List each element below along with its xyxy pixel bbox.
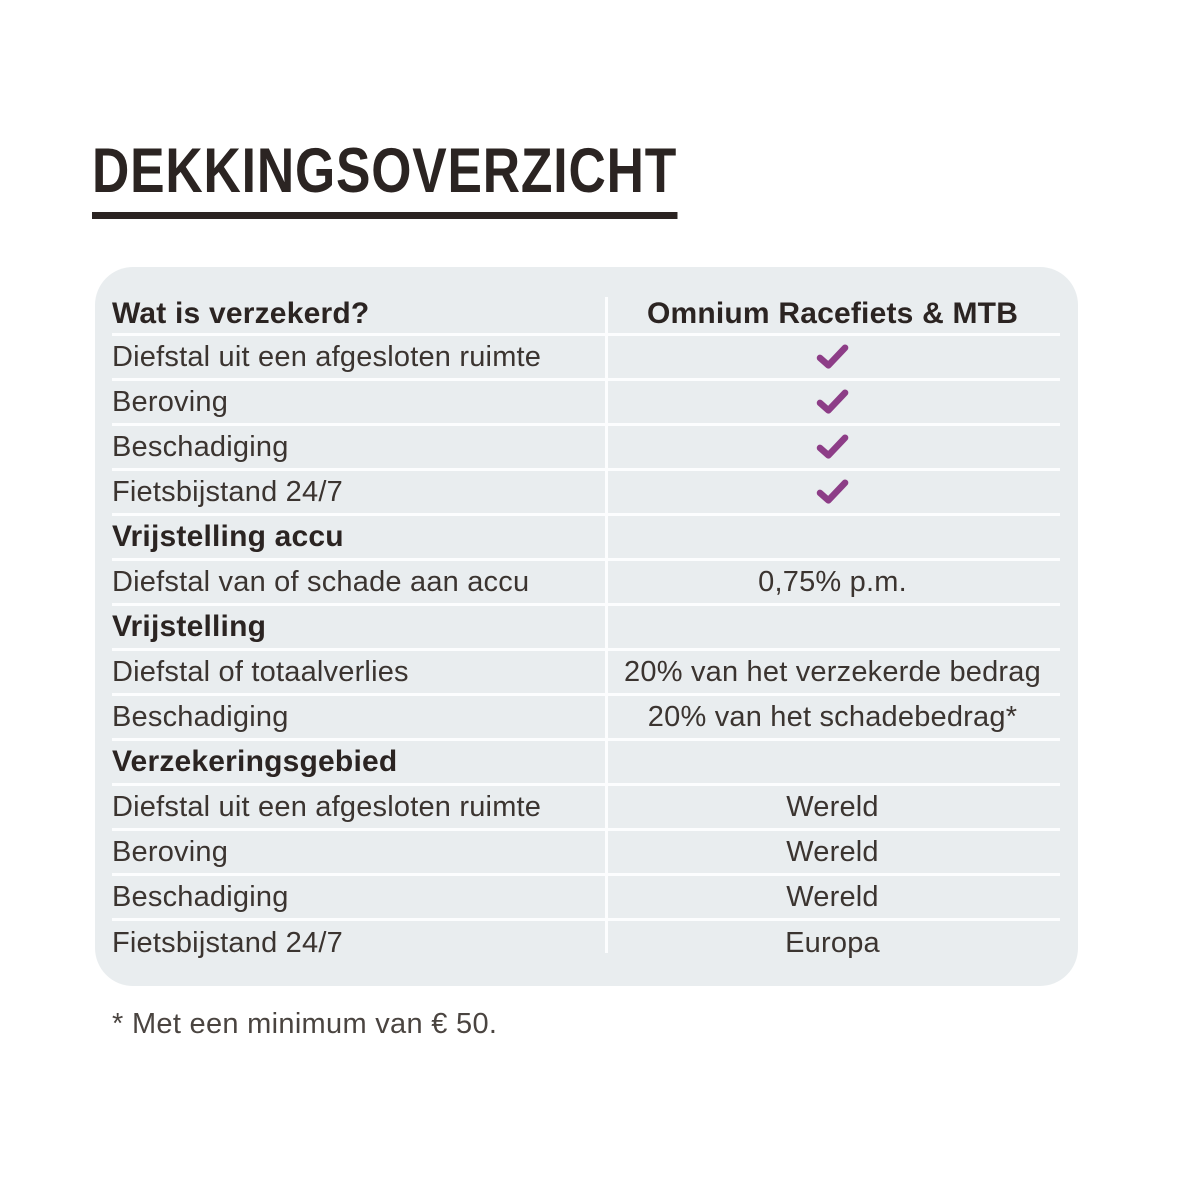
- page-title: DEKKINGSOVERZICHT: [92, 140, 678, 219]
- section-header-label: Vrijstelling accu: [112, 520, 344, 553]
- section-header-row: Vrijstelling accu: [112, 516, 1060, 561]
- row-label: Beschadiging: [112, 430, 289, 463]
- table-row: Diefstal van of schade aan accu 0,75% p.…: [112, 561, 1060, 606]
- section-header-row: Verzekeringsgebied: [112, 741, 1060, 786]
- table-header-row: Wat is verzekerd? Omnium Racefiets & MTB: [112, 295, 1060, 336]
- table-row: Diefstal uit een afgesloten ruimte: [112, 336, 1060, 381]
- table-row: Beschadiging 20% van het schadebedrag*: [112, 696, 1060, 741]
- row-label: Beschadiging: [112, 880, 289, 913]
- row-label: Beroving: [112, 385, 229, 418]
- row-label: Fietsbijstand 24/7: [112, 475, 343, 508]
- row-label: Diefstal van of schade aan accu: [112, 565, 530, 598]
- row-value: [605, 336, 1060, 378]
- row-value: [605, 471, 1060, 513]
- section-header-row: Vrijstelling: [112, 606, 1060, 651]
- table-row: Fietsbijstand 24/7 Europa: [112, 921, 1060, 966]
- row-label: Diefstal of totaalverlies: [112, 655, 409, 688]
- table-row: Beschadiging: [112, 426, 1060, 471]
- row-value-empty: [605, 516, 1060, 558]
- section-header-label: Verzekeringsgebied: [112, 745, 398, 778]
- row-value: Wereld: [786, 880, 879, 913]
- row-label: Diefstal uit een afgesloten ruimte: [112, 340, 542, 373]
- row-value: Wereld: [786, 835, 879, 868]
- checkmark-icon: [816, 344, 850, 370]
- checkmark-icon: [816, 434, 850, 460]
- column-header-product: Omnium Racefiets & MTB: [646, 297, 1019, 330]
- table-row: Beschadiging Wereld: [112, 876, 1060, 921]
- checkmark-icon: [816, 389, 850, 415]
- table-row: Diefstal of totaalverlies 20% van het ve…: [112, 651, 1060, 696]
- table-row: Beroving: [112, 381, 1060, 426]
- table-row: Beroving Wereld: [112, 831, 1060, 876]
- row-label: Fietsbijstand 24/7: [112, 927, 343, 959]
- row-value: 0,75% p.m.: [758, 565, 907, 598]
- row-value-empty: [605, 606, 1060, 648]
- column-divider: [605, 297, 608, 953]
- row-label: Diefstal uit een afgesloten ruimte: [112, 790, 542, 823]
- checkmark-icon: [816, 479, 850, 505]
- footnote: * Met een minimum van € 50.: [112, 1008, 498, 1040]
- coverage-table: Wat is verzekerd? Omnium Racefiets & MTB…: [95, 267, 1078, 986]
- table-row: Diefstal uit een afgesloten ruimte Werel…: [112, 786, 1060, 831]
- row-value: 20% van het schadebedrag*: [647, 700, 1018, 733]
- table-row: Fietsbijstand 24/7: [112, 471, 1060, 516]
- section-header-label: Vrijstelling: [112, 610, 267, 643]
- row-label: Beschadiging: [112, 700, 289, 733]
- row-value-empty: [605, 741, 1060, 783]
- row-label: Beroving: [112, 835, 229, 868]
- page-title-block: DEKKINGSOVERZICHT: [92, 140, 678, 219]
- row-value: [605, 381, 1060, 423]
- column-header-what-is-insured: Wat is verzekerd?: [112, 297, 370, 330]
- row-value: [605, 426, 1060, 468]
- row-value: 20% van het verzekerde bedrag: [624, 655, 1041, 688]
- row-value: Wereld: [786, 790, 879, 823]
- row-value: Europa: [785, 927, 880, 959]
